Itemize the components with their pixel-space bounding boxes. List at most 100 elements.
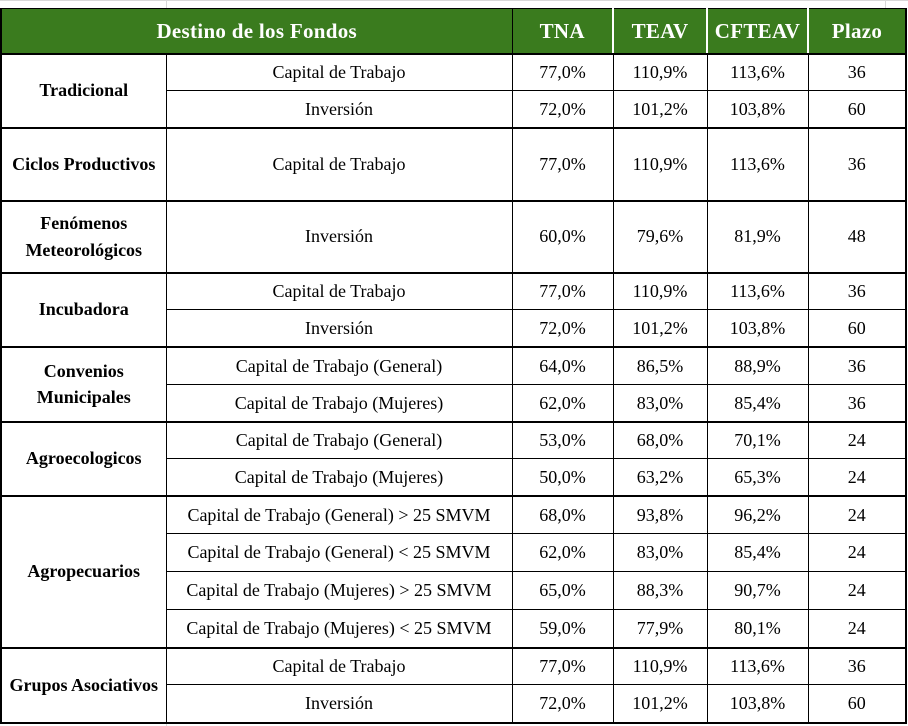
category-cell: Agroecologicos — [0, 420, 167, 496]
teav-cell: 63,2% — [612, 458, 708, 496]
cfteav-cell: 81,9% — [706, 199, 809, 273]
header-row: Destino de los Fondos TNA TEAV CFTEAV Pl… — [0, 8, 907, 55]
cfteav-cell: 113,6% — [706, 646, 809, 685]
plazo-cell: 36 — [807, 52, 907, 91]
sheet-gridline — [166, 0, 167, 8]
tna-cell: 72,0% — [511, 309, 614, 347]
destino-cell: Capital de Trabajo (General) > 25 SMVM — [165, 494, 513, 534]
table-row: Incubadora Capital de Trabajo 77,0% 110,… — [0, 271, 907, 347]
cfteav-cell: 90,7% — [706, 571, 809, 610]
destino-cell: Inversión — [165, 684, 513, 723]
plazo-cell: 24 — [807, 609, 907, 648]
teav-cell: 83,0% — [612, 533, 708, 572]
destino-cell: Capital de Trabajo (Mujeres) > 25 SMVM — [165, 571, 513, 610]
plazo-cell: 36 — [807, 646, 907, 685]
table-row: Agroecologicos Capital de Trabajo (Gener… — [0, 420, 907, 496]
cfteav-cell: 103,8% — [706, 309, 809, 347]
header-destino: Destino de los Fondos — [0, 8, 513, 55]
tna-cell: 59,0% — [511, 609, 614, 648]
table-row: Ciclos Productivos Capital de Trabajo 77… — [0, 126, 907, 201]
table-row: Capital de Trabajo (General) < 25 SMVM 6… — [1, 533, 907, 572]
cfteav-cell: 96,2% — [706, 494, 809, 534]
plazo-cell: 36 — [807, 126, 907, 201]
table-row: Inversión 72,0% 101,2% 103,8% 60 — [1, 90, 907, 128]
cfteav-cell: 103,8% — [706, 90, 809, 128]
destino-cell: Capital de Trabajo — [165, 646, 513, 685]
destino-cell: Capital de Trabajo (Mujeres) — [165, 384, 513, 422]
cfteav-cell: 103,8% — [706, 684, 809, 723]
tna-cell: 77,0% — [511, 646, 614, 685]
tna-cell: 50,0% — [511, 458, 614, 496]
cfteav-cell: 80,1% — [706, 609, 809, 648]
tna-cell: 53,0% — [511, 420, 614, 459]
teav-cell: 93,8% — [612, 494, 708, 534]
tna-cell: 72,0% — [511, 684, 614, 723]
plazo-cell: 24 — [807, 458, 907, 496]
plazo-cell: 36 — [807, 384, 907, 422]
table-row: Capital de Trabajo (Mujeres) 62,0% 83,0%… — [1, 384, 907, 422]
destino-cell: Capital de Trabajo — [165, 271, 513, 310]
sheet-gridline — [0, 0, 908, 1]
category-cell: Convenios Municipales — [0, 345, 167, 422]
table-row: Agropecuarios Capital de Trabajo (Genera… — [0, 494, 907, 648]
plazo-cell: 24 — [807, 420, 907, 459]
loan-rates-table: Destino de los Fondos TNA TEAV CFTEAV Pl… — [0, 8, 907, 724]
header-tna: TNA — [511, 8, 614, 55]
table-row: Capital de Trabajo (Mujeres) > 25 SMVM 6… — [1, 571, 907, 610]
destino-cell: Inversión — [165, 309, 513, 347]
tna-cell: 77,0% — [511, 52, 614, 91]
header-plazo: Plazo — [807, 8, 907, 55]
category-cell: Incubadora — [0, 271, 167, 347]
tna-cell: 62,0% — [511, 533, 614, 572]
cfteav-cell: 65,3% — [706, 458, 809, 496]
teav-cell: 79,6% — [612, 199, 708, 273]
tna-cell: 68,0% — [511, 494, 614, 534]
teav-cell: 68,0% — [612, 420, 708, 459]
cfteav-cell: 113,6% — [706, 271, 809, 310]
teav-cell: 110,9% — [612, 52, 708, 91]
tna-cell: 60,0% — [511, 199, 614, 273]
destino-cell: Capital de Trabajo — [165, 52, 513, 91]
tna-cell: 65,0% — [511, 571, 614, 610]
teav-cell: 101,2% — [612, 684, 708, 723]
category-cell: Agropecuarios — [0, 494, 167, 648]
destino-cell: Capital de Trabajo (General) < 25 SMVM — [165, 533, 513, 572]
destino-cell: Inversión — [165, 90, 513, 128]
category-cell: Ciclos Productivos — [0, 126, 167, 201]
header-cfteav: CFTEAV — [706, 8, 809, 55]
teav-cell: 88,3% — [612, 571, 708, 610]
table-row: Inversión 72,0% 101,2% 103,8% 60 — [1, 684, 907, 723]
destino-cell: Capital de Trabajo (Mujeres) — [165, 458, 513, 496]
destino-cell: Capital de Trabajo (Mujeres) < 25 SMVM — [165, 609, 513, 648]
tna-cell: 77,0% — [511, 126, 614, 201]
plazo-cell: 60 — [807, 684, 907, 723]
teav-cell: 83,0% — [612, 384, 708, 422]
cfteav-cell: 85,4% — [706, 533, 809, 572]
category-cell: Fenómenos Meteorológicos — [0, 199, 167, 273]
tna-cell: 77,0% — [511, 271, 614, 310]
category-cell: Tradicional — [0, 52, 167, 128]
plazo-cell: 24 — [807, 533, 907, 572]
plazo-cell: 48 — [807, 199, 907, 273]
teav-cell: 86,5% — [612, 345, 708, 385]
teav-cell: 110,9% — [612, 126, 708, 201]
table-row: Fenómenos Meteorológicos Inversión 60,0%… — [0, 199, 907, 273]
table-row: Tradicional Capital de Trabajo 77,0% 110… — [0, 52, 907, 128]
table-row: Capital de Trabajo (Mujeres) < 25 SMVM 5… — [1, 609, 907, 648]
teav-cell: 77,9% — [612, 609, 708, 648]
tna-cell: 72,0% — [511, 90, 614, 128]
header-teav: TEAV — [612, 8, 708, 55]
sheet-gridline — [166, 721, 167, 726]
cfteav-cell: 88,9% — [706, 345, 809, 385]
plazo-cell: 24 — [807, 571, 907, 610]
table-row: Convenios Municipales Capital de Trabajo… — [0, 345, 907, 422]
plazo-cell: 36 — [807, 345, 907, 385]
plazo-cell: 60 — [807, 90, 907, 128]
category-cell: Grupos Asociativos — [0, 646, 167, 723]
destino-cell: Capital de Trabajo (General) — [165, 420, 513, 459]
cfteav-cell: 85,4% — [706, 384, 809, 422]
cfteav-cell: 113,6% — [706, 126, 809, 201]
tna-cell: 62,0% — [511, 384, 614, 422]
plazo-cell: 60 — [807, 309, 907, 347]
